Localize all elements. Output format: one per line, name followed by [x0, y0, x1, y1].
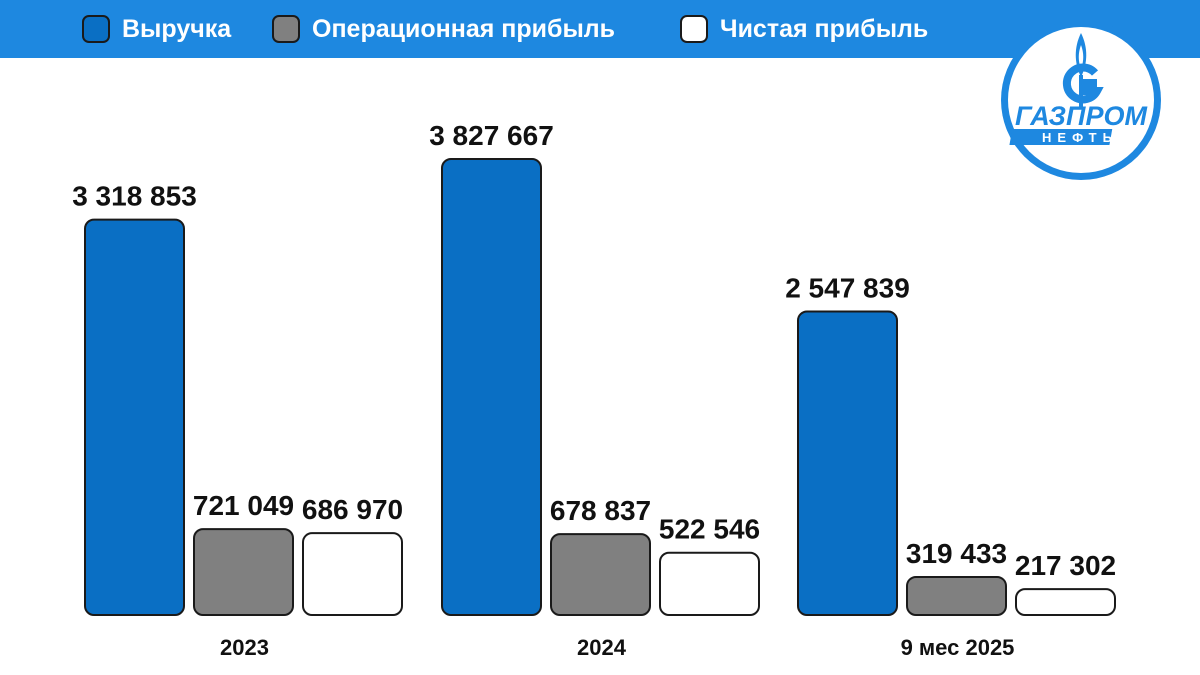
- bar-operating-profit-2024: [550, 533, 651, 616]
- value-label-net-profit-9mes-2025: 217 302: [1015, 550, 1116, 581]
- legend-item-operating-profit: Операционная прибыль: [272, 12, 615, 46]
- bar-net-profit-9mes-2025: [1015, 588, 1116, 616]
- bar-revenue-2024: [441, 158, 542, 616]
- legend-label-operating-profit: Операционная прибыль: [312, 14, 616, 43]
- legend-label-net-profit: Чистая прибыль: [720, 14, 929, 43]
- category-label-9mes-2025: 9 мес 2025: [901, 635, 1015, 660]
- logo-text-neft: НЕФТЬ: [1042, 130, 1118, 145]
- value-label-net-profit-2023: 686 970: [302, 494, 403, 525]
- value-label-revenue-9mes-2025: 2 547 839: [785, 272, 910, 303]
- bar-revenue-9mes-2025: [797, 310, 898, 616]
- value-label-revenue-2023: 3 318 853: [72, 181, 197, 212]
- legend-swatch-revenue: [82, 15, 110, 43]
- gazprom-neft-logo-icon: ГАЗПРОМ НЕФТЬ: [1001, 20, 1161, 180]
- bar-operating-profit-2023: [193, 528, 294, 617]
- category-label-2023: 2023: [220, 635, 269, 660]
- category-label-2024: 2024: [577, 635, 627, 660]
- value-label-operating-profit-2024: 678 837: [550, 495, 651, 526]
- value-label-revenue-2024: 3 827 667: [429, 120, 554, 151]
- bar-net-profit-2024: [659, 551, 760, 617]
- gazprom-neft-logo: ГАЗПРОМ НЕФТЬ: [998, 17, 1164, 183]
- value-label-operating-profit-9mes-2025: 319 433: [906, 538, 1007, 569]
- logo-text-gazprom: ГАЗПРОМ: [1015, 101, 1147, 131]
- bar-revenue-2023: [84, 218, 185, 617]
- value-label-net-profit-2024: 522 546: [659, 514, 760, 545]
- legend: Выручка Операционная прибыль Чистая приб…: [0, 0, 1200, 58]
- legend-swatch-operating-profit: [272, 15, 300, 43]
- value-label-operating-profit-2023: 721 049: [193, 490, 294, 521]
- legend-item-net-profit: Чистая прибыль: [680, 12, 928, 46]
- bar-net-profit-2023: [302, 532, 403, 617]
- legend-item-revenue: Выручка: [82, 12, 231, 46]
- bar-operating-profit-9mes-2025: [906, 575, 1007, 617]
- legend-swatch-net-profit: [680, 15, 708, 43]
- legend-label-revenue: Выручка: [122, 14, 232, 43]
